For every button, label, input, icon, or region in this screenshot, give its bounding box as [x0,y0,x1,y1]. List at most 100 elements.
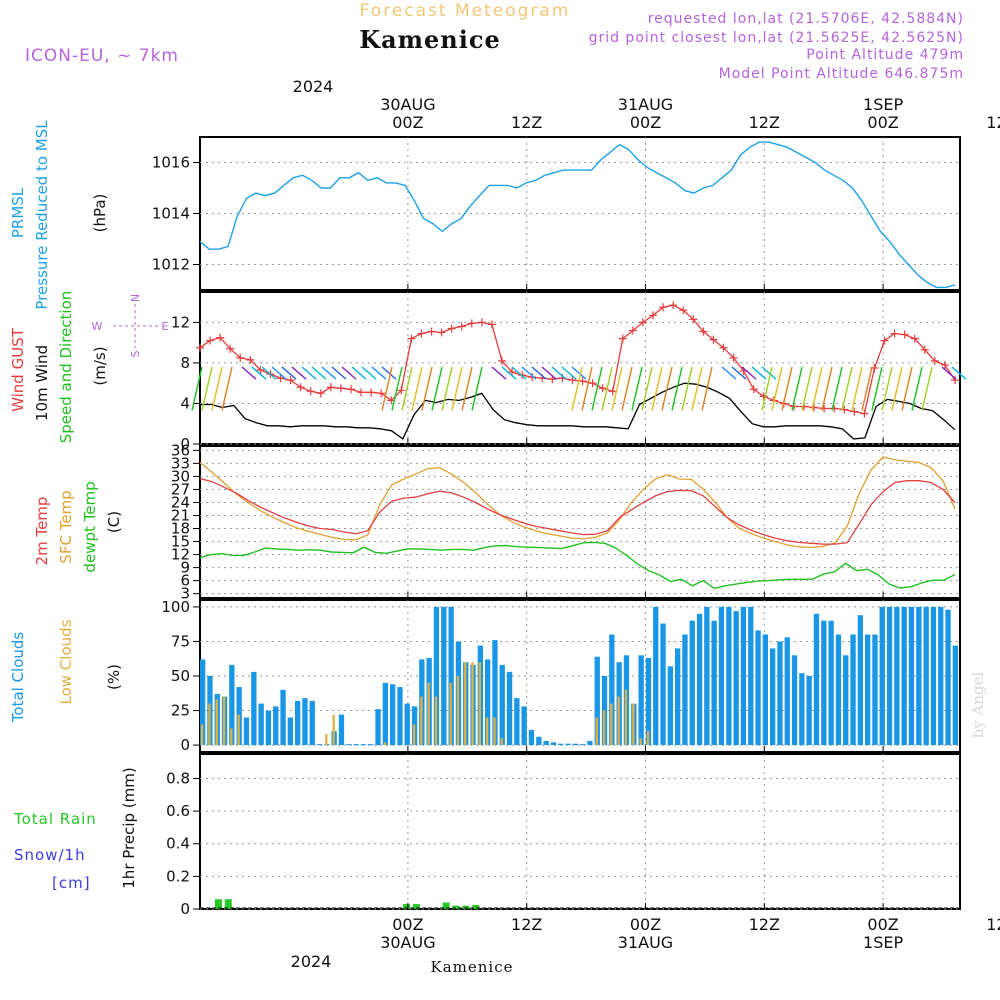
snow-unit-label: [cm] [52,874,91,892]
wind-direction-arrow [301,366,317,380]
wind-direction-arrow [361,366,377,380]
prmsl-ytick-label: 1012 [152,256,190,274]
wind-ytick-label: 4 [180,394,190,412]
total-cloud-bar [916,606,922,746]
wind-gust-marker [628,326,637,335]
wind-gust-marker [638,318,647,327]
wind-gust-marker [336,384,345,393]
wind-direction-arrow [691,366,703,411]
total-cloud-bar [689,620,695,746]
low-cloud-bar [500,738,503,746]
wind-direction-arrow [581,366,593,411]
wind-direction-arrow [921,366,933,411]
rain-bar [442,902,450,909]
total-cloud-bar [506,671,513,746]
wind-direction-arrow [601,366,613,411]
low-cloud-bar [201,724,204,746]
total-cloud-bar [945,609,951,746]
temp-unit-label: (C) [105,511,123,533]
total-cloud-bar [200,659,206,746]
wind-gust-marker [860,409,869,418]
wind-direction-arrow [731,366,747,380]
wind-gust-marker [216,333,225,342]
wind-direction-arrow [541,366,557,380]
wind-direction-arrow [431,366,443,411]
wind-direction-arrow [351,366,367,380]
total-cloud-bar [485,659,491,746]
total-cloud-bar [740,606,747,746]
temperature-ytick-label: 36 [171,441,190,459]
wind-gust-marker [930,356,939,365]
wind-direction-arrow [811,366,823,411]
total-cloud-bar [536,736,542,746]
prmsl-desc-label: Pressure Reduced to MSL [33,120,51,310]
wind-direction-arrow [191,366,203,411]
low-cloud-bar [456,676,460,746]
low-cloud-bar [624,689,628,746]
precipitation-ytick-label: 0.6 [166,802,190,820]
wind-gust-marker [347,385,355,394]
wind-ytick-label: 0 [180,435,190,453]
wind-gust-marker [427,327,436,336]
low-cloud-bar [610,703,613,746]
rain-bar [452,905,460,909]
wind-unit-label: (m/s) [91,346,109,385]
total-cloud-bar [777,641,783,746]
wind-gust-marker [196,343,204,352]
compass-west-label: W [92,320,103,333]
bottom-year-label: 2024 [291,952,332,971]
total-cloud-bar [770,648,776,746]
compass-rose: N S W E [92,294,169,358]
wind-gust-marker [910,334,919,343]
total-cloud-bar [404,703,410,746]
wind-direction-arrow [611,366,623,411]
wind-gust-marker [477,318,486,327]
wind-gust-marker [689,315,698,324]
top-z-label: 00Z [867,113,898,132]
precipitation-ytick-label: 0.4 [166,835,190,853]
total-rain-label: Total Rain [13,810,97,828]
wind-direction-arrow [321,366,337,380]
total-cloud-bar [667,666,673,746]
total-cloud-bar [952,645,958,746]
total-cloud-bar [243,717,250,746]
low-cloud-bar [325,734,328,746]
wind-gust-marker [316,389,325,398]
total-cloud-bar [901,606,907,746]
total-cloud-bar [813,613,820,746]
total-cloud-bar [938,606,944,746]
wind-direction-arrow [391,366,403,411]
total-cloud-bar [558,743,564,746]
total-cloud-bar [287,717,293,746]
precipitation-ytick-label: 0.2 [166,867,190,885]
temperature-ytick-label: 12 [171,546,190,564]
bottom-z-label: 00Z [392,915,423,934]
model-altitude: Model Point Altitude 646.875m [719,66,964,82]
wind-direction-arrow [451,366,463,411]
rain-bar [472,904,480,909]
wind-direction-arrow [841,366,853,411]
bottom-date-label: 31AUG [618,933,673,952]
clouds-ytick-label: 0 [180,736,190,754]
wind-direction-arrow [621,366,633,411]
wind-gust-marker [679,306,688,315]
wind-10m-line [200,382,956,440]
total-cloud-bar [857,615,863,746]
total-cloud-bar [543,740,549,745]
wind-gust-marker [256,366,265,375]
low-cloud-bar [215,699,218,746]
total-cloud-bar [733,611,739,746]
wind-direction-arrow [381,366,393,411]
wind-gust-marker [568,376,577,385]
wind-direction-arrow [271,366,287,380]
wind-gust-marker [890,329,899,338]
total-cloud-bar [390,684,396,746]
total-cloud-bar [353,744,359,746]
total-cloud-bar [828,620,834,746]
total-cloud-bar [908,606,915,746]
bottom-date-label: 1SEP [863,933,903,952]
wind-gust-line [199,304,956,415]
total-cloud-bar [587,740,593,745]
total-cloud-bar [368,744,374,746]
wind-gust-marker [729,353,738,362]
